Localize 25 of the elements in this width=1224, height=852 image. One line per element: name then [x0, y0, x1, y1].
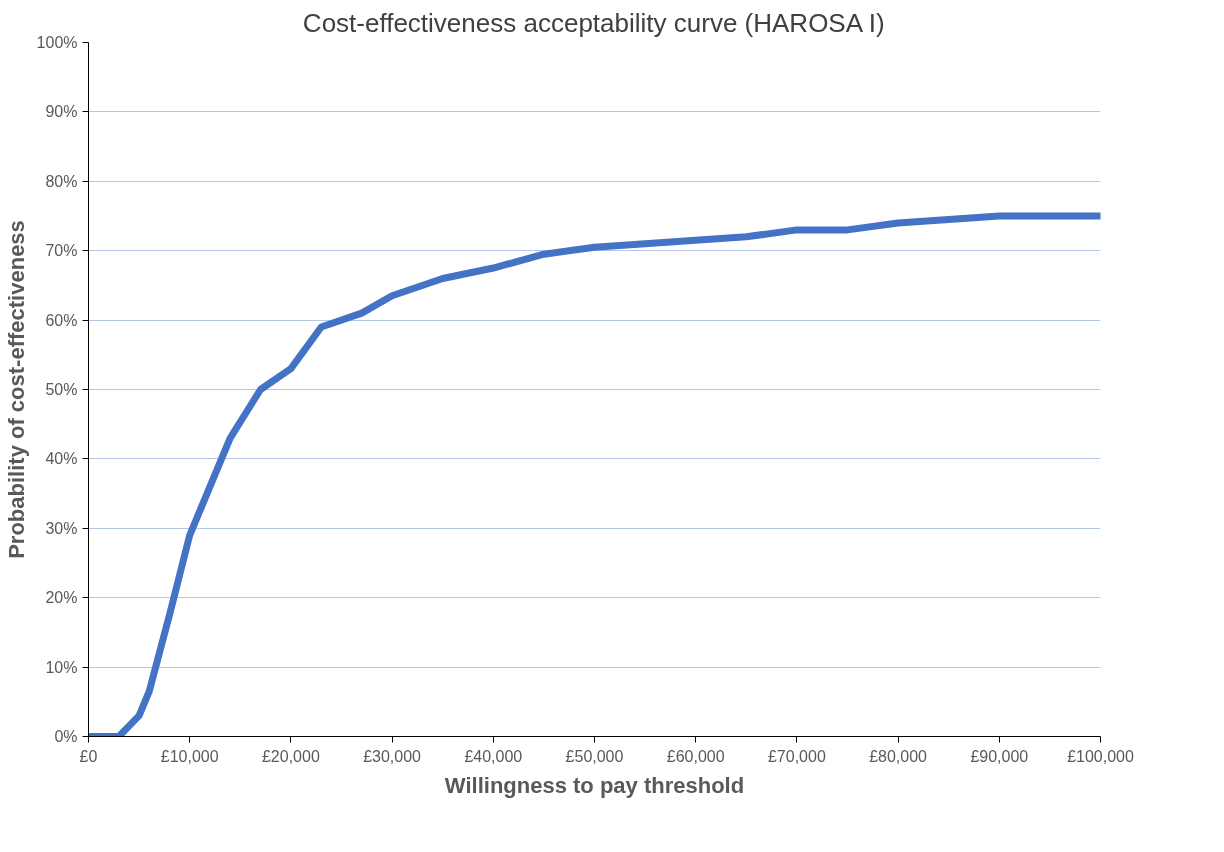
x-tick-label: £40,000 — [464, 747, 523, 765]
x-axis-title: Willingness to pay threshold — [444, 772, 745, 798]
x-tick-label: £60,000 — [666, 747, 725, 765]
y-tick-label: 10% — [45, 658, 78, 676]
y-tick-label: 40% — [45, 450, 78, 468]
y-tick-label: 0% — [54, 728, 78, 745]
y-tick-label: 50% — [45, 381, 78, 398]
y-axis-title: Probability of cost-effectiveness — [3, 220, 29, 559]
x-tick-label: £20,000 — [261, 747, 320, 765]
y-tick-label: 100% — [36, 34, 78, 51]
y-tick-label: 60% — [45, 311, 78, 329]
x-tick-label: £0 — [79, 747, 98, 765]
x-tick-label: £30,000 — [363, 747, 422, 765]
y-tick-label: 90% — [45, 103, 78, 121]
x-tick-label: £90,000 — [970, 747, 1029, 765]
chart-title: Cost-effectiveness acceptability curve (HAROSA I) — [302, 7, 885, 38]
x-tick-label: £100,000 — [1067, 747, 1134, 765]
x-tick-label: £10,000 — [160, 747, 219, 765]
x-tick-label: £70,000 — [767, 747, 826, 765]
x-tick-label: £50,000 — [565, 747, 624, 765]
y-tick-label: 80% — [45, 172, 78, 190]
y-tick-label: 20% — [45, 589, 78, 607]
x-tick-label: £80,000 — [869, 747, 928, 765]
y-tick-label: 70% — [45, 242, 78, 260]
y-tick-label: 30% — [45, 519, 78, 537]
